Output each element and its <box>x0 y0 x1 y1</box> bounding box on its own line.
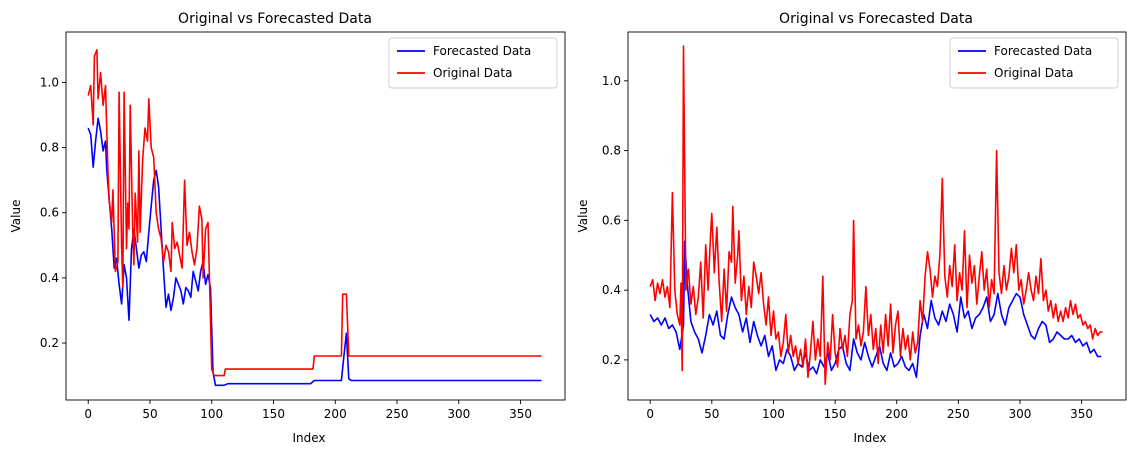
x-tick-label: 100 <box>200 407 223 421</box>
y-axis: 0.2 0.4 0.6 0.8 1.0 <box>602 74 628 367</box>
y-tick-label: 1.0 <box>602 74 621 88</box>
x-tick-label: 150 <box>824 407 847 421</box>
y-axis-label: Value <box>576 200 590 233</box>
legend-box <box>949 37 1119 89</box>
plot-frame <box>65 31 566 401</box>
y-tick-label: 1.0 <box>40 75 59 89</box>
x-axis: 0 50 100 150 200 250 300 350 <box>84 400 532 421</box>
series-line-original <box>87 49 542 377</box>
legend-label-forecasted: Forecasted Data <box>433 44 531 58</box>
series-line-forecasted <box>649 240 1102 379</box>
y-axis-label: Value <box>9 200 23 233</box>
legend-label-original: Original Data <box>433 66 512 80</box>
x-axis-label: Index <box>853 431 886 445</box>
y-tick-label: 0.6 <box>602 213 621 227</box>
series-layer <box>87 49 542 387</box>
y-tick-label: 0.8 <box>602 144 621 158</box>
x-tick-label: 50 <box>704 407 719 421</box>
x-tick-label: 50 <box>142 407 157 421</box>
x-tick-label: 0 <box>84 407 92 421</box>
y-tick-label: 0.4 <box>40 271 59 285</box>
y-axis: 0.2 0.4 0.6 0.8 1.0 <box>40 75 66 350</box>
x-tick-label: 250 <box>947 407 970 421</box>
legend-box <box>388 37 558 89</box>
chart-title: Original vs Forecasted Data <box>178 11 372 27</box>
x-tick-label: 300 <box>1009 407 1032 421</box>
series-line-forecasted <box>87 117 542 387</box>
legend-label-original: Original Data <box>994 66 1073 80</box>
legend-label-forecasted: Forecasted Data <box>994 44 1092 58</box>
legend: Forecasted Data Original Data <box>388 37 558 89</box>
x-tick-label: 0 <box>646 407 654 421</box>
x-tick-label: 250 <box>386 407 409 421</box>
x-tick-label: 300 <box>447 407 470 421</box>
y-tick-label: 0.2 <box>602 353 621 367</box>
series-layer <box>649 45 1103 386</box>
x-tick-label: 350 <box>509 407 532 421</box>
y-tick-label: 0.2 <box>40 336 59 350</box>
x-tick-label: 350 <box>1070 407 1093 421</box>
x-tick-label: 200 <box>885 407 908 421</box>
x-tick-label: 200 <box>324 407 347 421</box>
x-axis: 0 50 100 150 200 250 300 350 <box>646 400 1093 421</box>
y-tick-label: 0.8 <box>40 141 59 155</box>
x-axis-label: Index <box>292 431 325 445</box>
x-tick-label: 100 <box>762 407 785 421</box>
legend: Forecasted Data Original Data <box>949 37 1119 89</box>
series-line-original <box>649 45 1103 386</box>
subplot-left: Original vs Forecasted Data 0 50 100 150 200… <box>9 11 566 445</box>
plot-frame <box>627 31 1127 401</box>
y-tick-label: 0.4 <box>602 283 621 297</box>
subplot-right: Original vs Forecasted Data 0 50 100 150 200… <box>576 11 1127 445</box>
chart-title: Original vs Forecasted Data <box>779 11 973 27</box>
y-tick-label: 0.6 <box>40 206 59 220</box>
x-tick-label: 150 <box>262 407 285 421</box>
